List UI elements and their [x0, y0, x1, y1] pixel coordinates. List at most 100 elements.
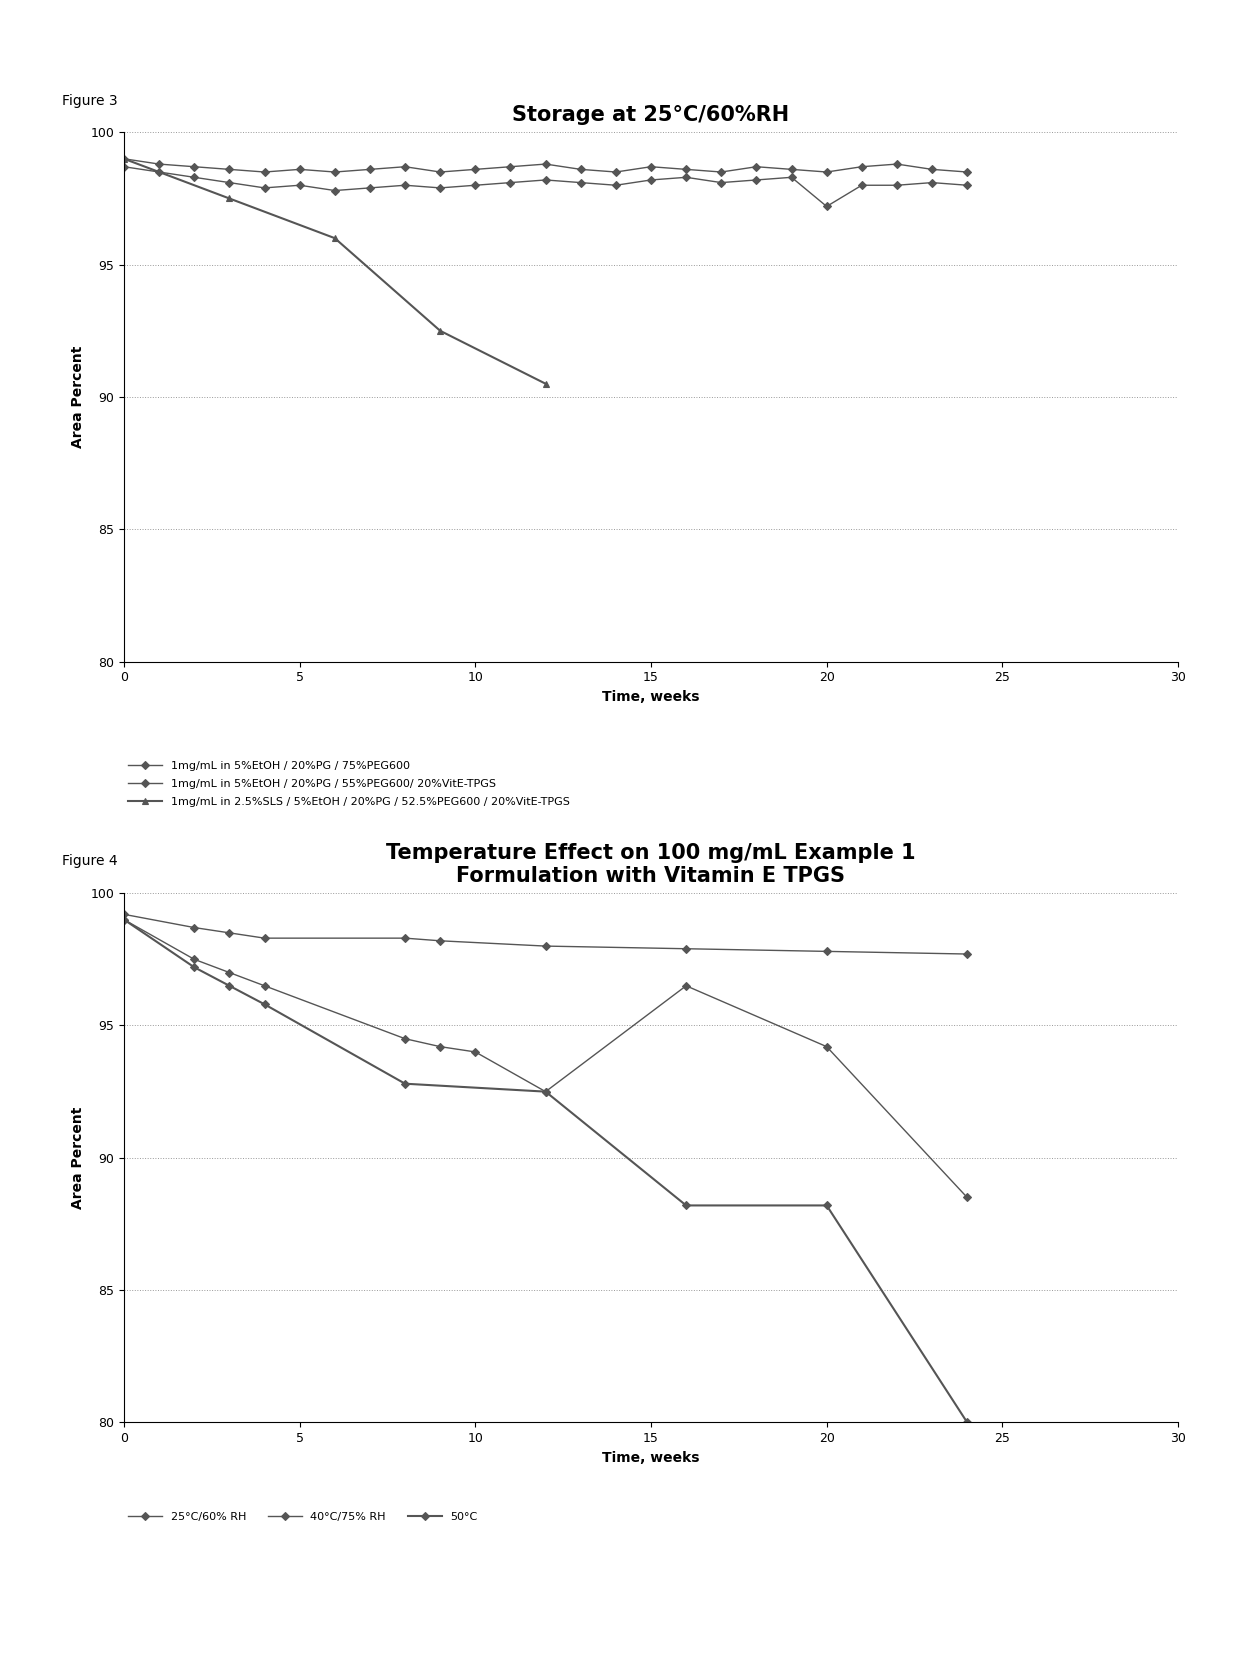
- 1mg/mL in 5%EtOH / 20%PG / 75%PEG600: [327, 162, 342, 182]
- Legend: 1mg/mL in 5%EtOH / 20%PG / 75%PEG600, 1mg/mL in 5%EtOH / 20%PG / 55%PEG600/ 20%V: 1mg/mL in 5%EtOH / 20%PG / 75%PEG600, 1m…: [124, 758, 574, 812]
- 1mg/mL in 5%EtOH / 20%PG / 55%PEG600/ 20%VitE-TPGS: [187, 167, 202, 187]
- 40°C/75% RH: [538, 1082, 553, 1102]
- 40°C/75% RH: [117, 910, 131, 930]
- 1mg/mL in 5%EtOH / 20%PG / 55%PEG600/ 20%VitE-TPGS: [854, 175, 869, 195]
- 1mg/mL in 5%EtOH / 20%PG / 55%PEG600/ 20%VitE-TPGS: [362, 179, 377, 198]
- Line: 1mg/mL in 2.5%SLS / 5%EtOH / 20%PG / 52.5%PEG600 / 20%VitE-TPGS: 1mg/mL in 2.5%SLS / 5%EtOH / 20%PG / 52.…: [122, 155, 548, 387]
- 1mg/mL in 5%EtOH / 20%PG / 55%PEG600/ 20%VitE-TPGS: [117, 157, 131, 177]
- 1mg/mL in 5%EtOH / 20%PG / 55%PEG600/ 20%VitE-TPGS: [538, 170, 553, 190]
- 1mg/mL in 5%EtOH / 20%PG / 75%PEG600: [609, 162, 624, 182]
- Line: 50°C: 50°C: [122, 916, 970, 1426]
- 40°C/75% RH: [222, 963, 237, 982]
- 1mg/mL in 5%EtOH / 20%PG / 75%PEG600: [117, 149, 131, 169]
- 1mg/mL in 5%EtOH / 20%PG / 55%PEG600/ 20%VitE-TPGS: [609, 175, 624, 195]
- Legend: 25°C/60% RH, 40°C/75% RH, 50°C: 25°C/60% RH, 40°C/75% RH, 50°C: [124, 1507, 482, 1527]
- 40°C/75% RH: [960, 1188, 975, 1207]
- Line: 25°C/60% RH: 25°C/60% RH: [122, 911, 970, 956]
- 25°C/60% RH: [222, 923, 237, 943]
- 25°C/60% RH: [257, 928, 272, 948]
- 1mg/mL in 5%EtOH / 20%PG / 75%PEG600: [573, 159, 588, 179]
- 40°C/75% RH: [433, 1037, 448, 1057]
- 1mg/mL in 5%EtOH / 20%PG / 55%PEG600/ 20%VitE-TPGS: [433, 179, 448, 198]
- 1mg/mL in 5%EtOH / 20%PG / 55%PEG600/ 20%VitE-TPGS: [573, 172, 588, 192]
- 25°C/60% RH: [538, 936, 553, 956]
- 25°C/60% RH: [433, 931, 448, 951]
- 50°C: [117, 910, 131, 930]
- 50°C: [257, 994, 272, 1014]
- Title: Storage at 25°C/60%RH: Storage at 25°C/60%RH: [512, 106, 790, 126]
- Line: 40°C/75% RH: 40°C/75% RH: [122, 916, 970, 1201]
- 1mg/mL in 5%EtOH / 20%PG / 55%PEG600/ 20%VitE-TPGS: [293, 175, 308, 195]
- 1mg/mL in 5%EtOH / 20%PG / 55%PEG600/ 20%VitE-TPGS: [222, 172, 237, 192]
- Y-axis label: Area Percent: Area Percent: [71, 346, 84, 448]
- 1mg/mL in 5%EtOH / 20%PG / 75%PEG600: [784, 159, 799, 179]
- 1mg/mL in 5%EtOH / 20%PG / 55%PEG600/ 20%VitE-TPGS: [467, 175, 482, 195]
- 1mg/mL in 5%EtOH / 20%PG / 75%PEG600: [925, 159, 940, 179]
- 1mg/mL in 5%EtOH / 20%PG / 75%PEG600: [503, 157, 518, 177]
- 40°C/75% RH: [678, 976, 693, 996]
- Text: Figure 4: Figure 4: [62, 855, 118, 868]
- 1mg/mL in 5%EtOH / 20%PG / 75%PEG600: [678, 159, 693, 179]
- 1mg/mL in 5%EtOH / 20%PG / 75%PEG600: [398, 157, 413, 177]
- 1mg/mL in 2.5%SLS / 5%EtOH / 20%PG / 52.5%PEG600 / 20%VitE-TPGS: [327, 228, 342, 248]
- Text: Figure 3: Figure 3: [62, 94, 118, 108]
- 1mg/mL in 5%EtOH / 20%PG / 75%PEG600: [433, 162, 448, 182]
- Y-axis label: Area Percent: Area Percent: [71, 1107, 84, 1209]
- 1mg/mL in 5%EtOH / 20%PG / 55%PEG600/ 20%VitE-TPGS: [503, 172, 518, 192]
- 40°C/75% RH: [257, 976, 272, 996]
- Title: Temperature Effect on 100 mg/mL Example 1
Formulation with Vitamin E TPGS: Temperature Effect on 100 mg/mL Example …: [386, 844, 916, 887]
- 25°C/60% RH: [398, 928, 413, 948]
- 1mg/mL in 5%EtOH / 20%PG / 55%PEG600/ 20%VitE-TPGS: [889, 175, 904, 195]
- 1mg/mL in 5%EtOH / 20%PG / 75%PEG600: [820, 162, 835, 182]
- 1mg/mL in 5%EtOH / 20%PG / 75%PEG600: [644, 157, 658, 177]
- 1mg/mL in 5%EtOH / 20%PG / 75%PEG600: [222, 159, 237, 179]
- 25°C/60% RH: [960, 944, 975, 964]
- 1mg/mL in 5%EtOH / 20%PG / 75%PEG600: [151, 154, 166, 174]
- 1mg/mL in 5%EtOH / 20%PG / 55%PEG600/ 20%VitE-TPGS: [151, 162, 166, 182]
- 1mg/mL in 5%EtOH / 20%PG / 75%PEG600: [749, 157, 764, 177]
- 40°C/75% RH: [820, 1037, 835, 1057]
- 1mg/mL in 5%EtOH / 20%PG / 55%PEG600/ 20%VitE-TPGS: [925, 172, 940, 192]
- 1mg/mL in 5%EtOH / 20%PG / 55%PEG600/ 20%VitE-TPGS: [714, 172, 729, 192]
- 1mg/mL in 5%EtOH / 20%PG / 75%PEG600: [362, 159, 377, 179]
- 1mg/mL in 5%EtOH / 20%PG / 75%PEG600: [187, 157, 202, 177]
- 1mg/mL in 5%EtOH / 20%PG / 75%PEG600: [467, 159, 482, 179]
- 1mg/mL in 5%EtOH / 20%PG / 75%PEG600: [854, 157, 869, 177]
- 1mg/mL in 5%EtOH / 20%PG / 75%PEG600: [293, 159, 308, 179]
- 1mg/mL in 2.5%SLS / 5%EtOH / 20%PG / 52.5%PEG600 / 20%VitE-TPGS: [433, 321, 448, 341]
- 1mg/mL in 5%EtOH / 20%PG / 55%PEG600/ 20%VitE-TPGS: [678, 167, 693, 187]
- 40°C/75% RH: [467, 1042, 482, 1062]
- 1mg/mL in 2.5%SLS / 5%EtOH / 20%PG / 52.5%PEG600 / 20%VitE-TPGS: [117, 149, 131, 169]
- 1mg/mL in 5%EtOH / 20%PG / 75%PEG600: [257, 162, 272, 182]
- 50°C: [222, 976, 237, 996]
- 25°C/60% RH: [820, 941, 835, 961]
- 50°C: [538, 1082, 553, 1102]
- 50°C: [820, 1196, 835, 1216]
- 50°C: [678, 1196, 693, 1216]
- 1mg/mL in 5%EtOH / 20%PG / 55%PEG600/ 20%VitE-TPGS: [960, 175, 975, 195]
- 1mg/mL in 5%EtOH / 20%PG / 55%PEG600/ 20%VitE-TPGS: [398, 175, 413, 195]
- Line: 1mg/mL in 5%EtOH / 20%PG / 55%PEG600/ 20%VitE-TPGS: 1mg/mL in 5%EtOH / 20%PG / 55%PEG600/ 20…: [122, 164, 970, 208]
- 1mg/mL in 2.5%SLS / 5%EtOH / 20%PG / 52.5%PEG600 / 20%VitE-TPGS: [222, 189, 237, 208]
- 40°C/75% RH: [398, 1029, 413, 1049]
- 1mg/mL in 5%EtOH / 20%PG / 55%PEG600/ 20%VitE-TPGS: [257, 179, 272, 198]
- 1mg/mL in 5%EtOH / 20%PG / 55%PEG600/ 20%VitE-TPGS: [820, 197, 835, 217]
- 25°C/60% RH: [678, 939, 693, 959]
- 1mg/mL in 5%EtOH / 20%PG / 55%PEG600/ 20%VitE-TPGS: [644, 170, 658, 190]
- 40°C/75% RH: [187, 949, 202, 969]
- 50°C: [960, 1413, 975, 1432]
- 1mg/mL in 5%EtOH / 20%PG / 75%PEG600: [889, 154, 904, 174]
- 1mg/mL in 5%EtOH / 20%PG / 55%PEG600/ 20%VitE-TPGS: [749, 170, 764, 190]
- 1mg/mL in 5%EtOH / 20%PG / 75%PEG600: [960, 162, 975, 182]
- 25°C/60% RH: [117, 905, 131, 925]
- 50°C: [187, 958, 202, 978]
- 50°C: [398, 1073, 413, 1093]
- X-axis label: Time, weeks: Time, weeks: [603, 1451, 699, 1465]
- 1mg/mL in 5%EtOH / 20%PG / 75%PEG600: [538, 154, 553, 174]
- 1mg/mL in 5%EtOH / 20%PG / 55%PEG600/ 20%VitE-TPGS: [784, 167, 799, 187]
- 25°C/60% RH: [187, 918, 202, 938]
- 1mg/mL in 5%EtOH / 20%PG / 55%PEG600/ 20%VitE-TPGS: [327, 180, 342, 200]
- Line: 1mg/mL in 5%EtOH / 20%PG / 75%PEG600: 1mg/mL in 5%EtOH / 20%PG / 75%PEG600: [122, 155, 970, 175]
- X-axis label: Time, weeks: Time, weeks: [603, 690, 699, 705]
- 1mg/mL in 5%EtOH / 20%PG / 75%PEG600: [714, 162, 729, 182]
